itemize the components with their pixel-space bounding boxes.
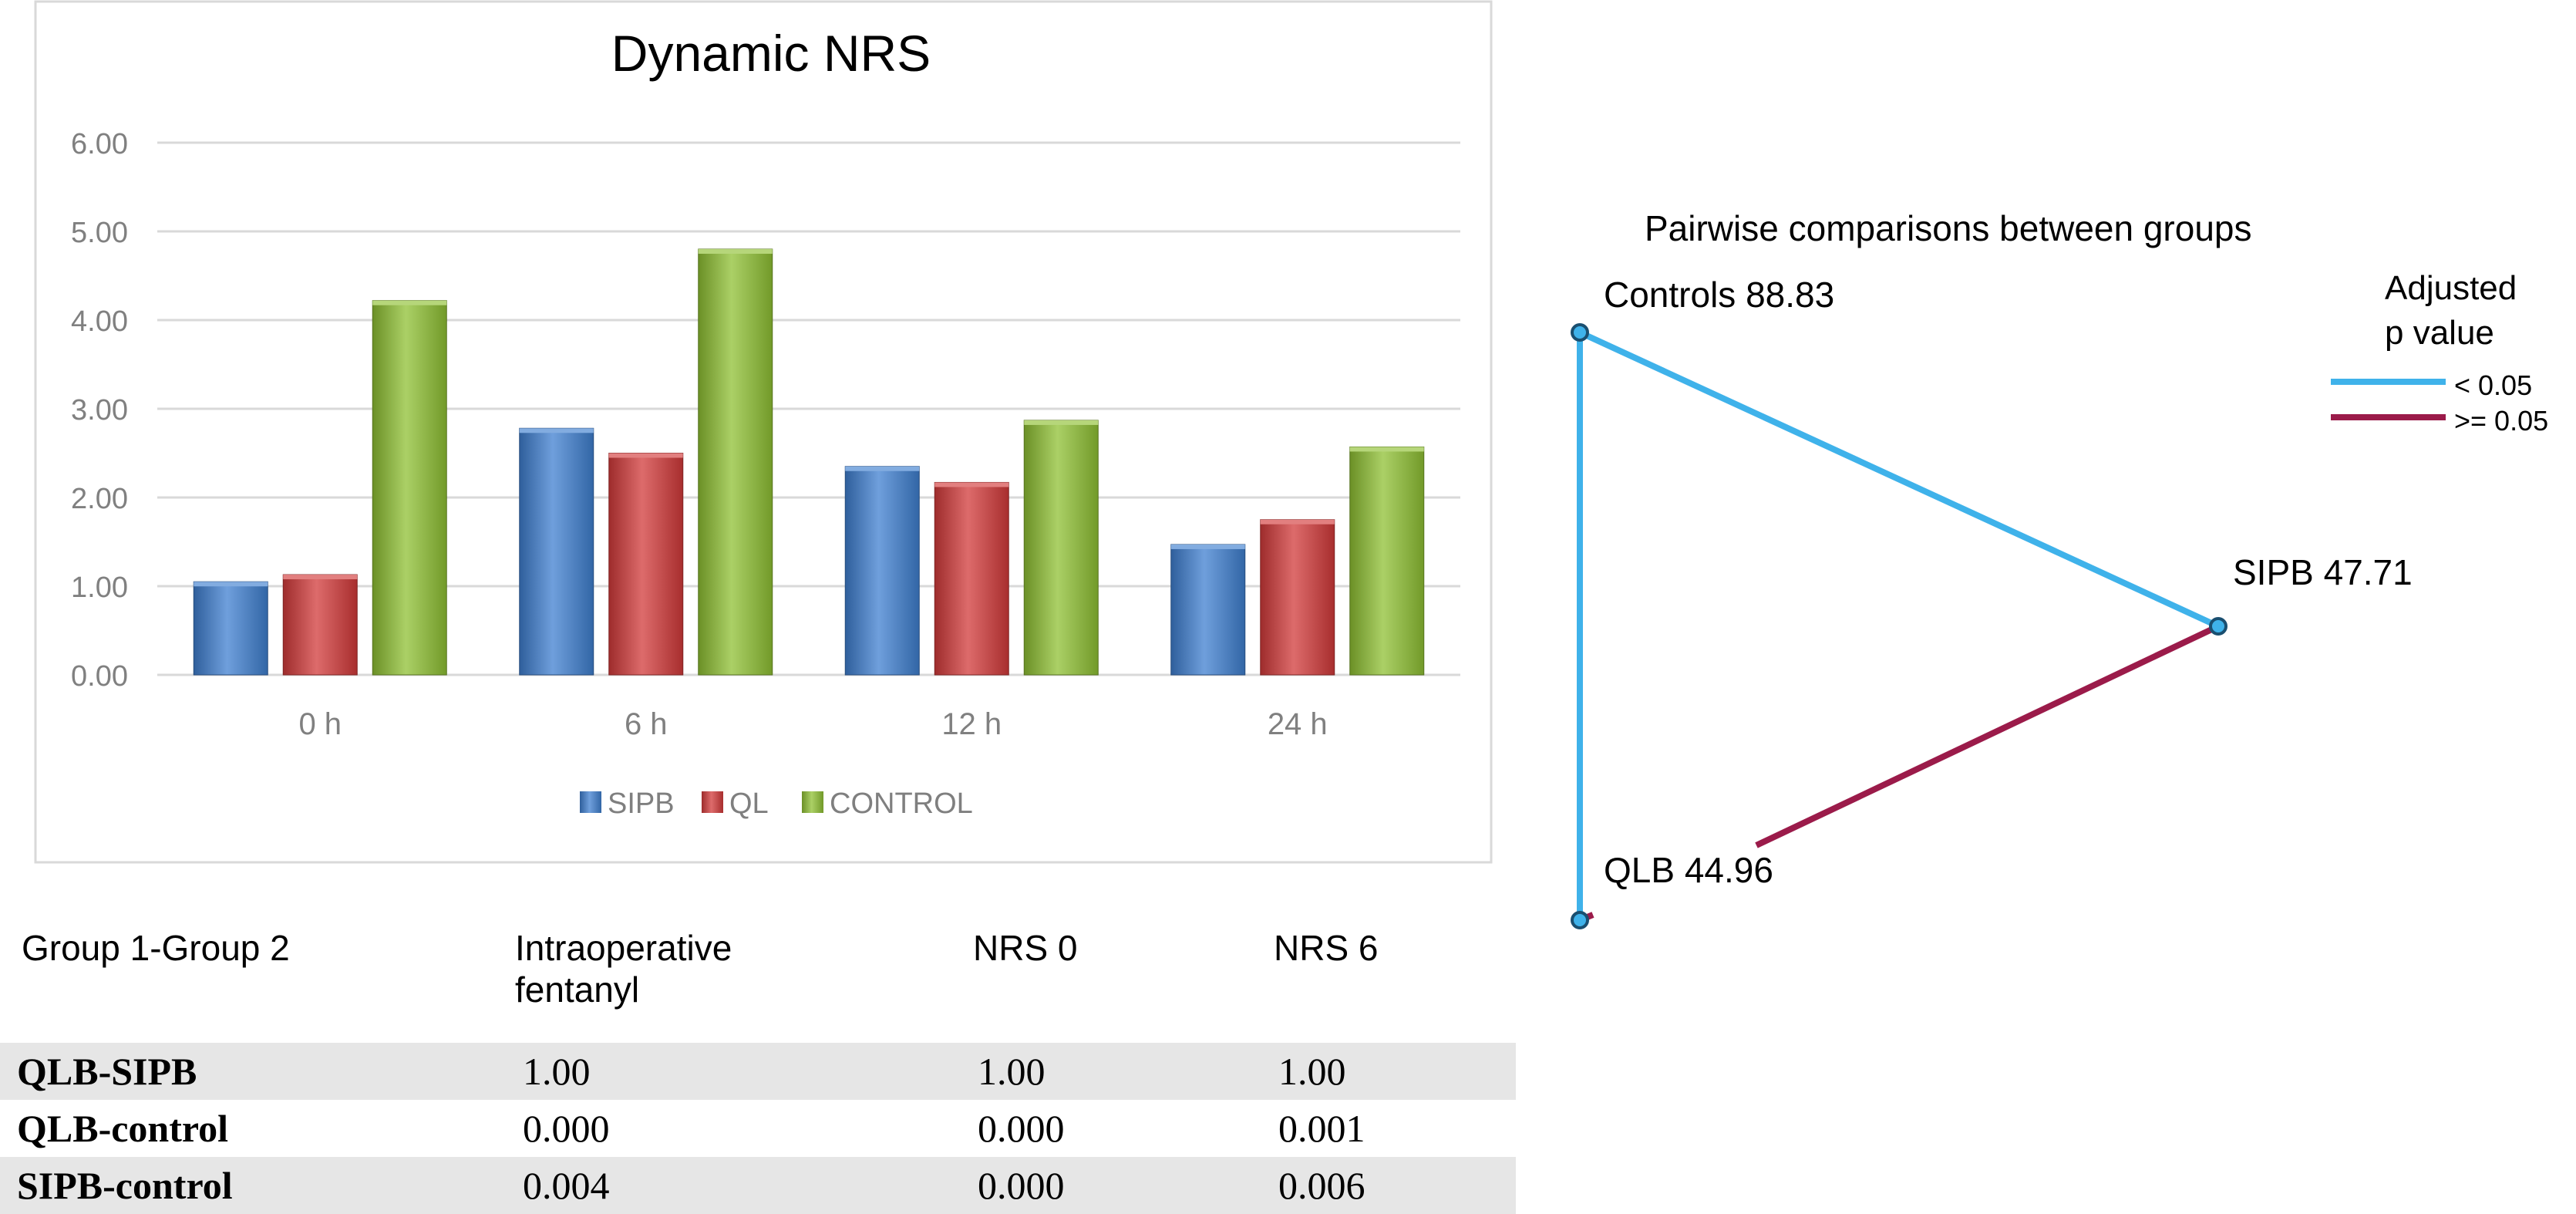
cell-nrs6: 1.00 xyxy=(1274,1043,1516,1100)
bar-top-highlight xyxy=(1170,544,1245,549)
y-tick-label: 3.00 xyxy=(71,394,128,427)
x-tick-label: 24 h xyxy=(1268,707,1328,741)
header-nrs6: NRS 6 xyxy=(1274,928,1379,968)
node-controls xyxy=(1571,323,1589,342)
table-row: QLB-control 0.000 0.000 0.001 xyxy=(0,1100,1516,1157)
legend-swatch-sipb xyxy=(580,791,601,813)
bar-top-highlight xyxy=(1260,519,1335,524)
y-tick-label: 0.00 xyxy=(71,660,128,693)
y-tick-label: 6.00 xyxy=(71,128,128,160)
bar-top-highlight xyxy=(283,575,358,580)
bar-ql-0h xyxy=(282,574,358,676)
bars xyxy=(193,248,1425,676)
bar-sipb-6h xyxy=(519,427,594,676)
header-fentanyl-line1: Intraoperative xyxy=(515,928,732,968)
header-fentanyl-line2: fentanyl xyxy=(515,970,640,1010)
x-tick-label: 6 h xyxy=(625,707,668,741)
table-row: QLB-SIPB 1.00 1.00 1.00 xyxy=(0,1043,1516,1100)
edge-controls-sipb xyxy=(1578,329,2220,629)
legend-swatch-control xyxy=(802,791,823,813)
bar-top-highlight xyxy=(845,466,920,471)
bar-control-12h xyxy=(1023,420,1099,676)
chart-title: Dynamic NRS xyxy=(611,25,931,82)
bar-top-highlight xyxy=(372,300,447,305)
row-label: QLB-control xyxy=(0,1100,515,1157)
legend-swatch-ql xyxy=(702,791,723,813)
node-label-sipb: SIPB 47.71 xyxy=(2233,552,2413,592)
cell-nrs0: 0.000 xyxy=(962,1157,1274,1214)
x-tick-label: 0 h xyxy=(298,707,342,741)
node-label-qlb: QLB 44.96 xyxy=(1604,850,1773,890)
table-row: SIPB-control 0.004 0.000 0.006 xyxy=(0,1157,1516,1214)
bar-sipb-24h xyxy=(1170,544,1246,676)
y-axis-ticks: 0.00 1.00 2.00 3.00 4.00 5.00 6.00 xyxy=(71,128,128,693)
diagram-title: Pairwise comparisons between groups xyxy=(1645,208,2252,248)
y-tick-label: 2.00 xyxy=(71,483,128,515)
header-group: Group 1-Group 2 xyxy=(22,928,290,968)
bar-chart: Dynamic NRS 0.00 1.00 2.00 3.00 4.00 5.00 6.00… xyxy=(34,0,1493,864)
cell-nrs0: 0.000 xyxy=(962,1100,1274,1157)
bar-top-highlight xyxy=(519,428,594,433)
bar-top-highlight xyxy=(698,249,773,254)
table-header-row: Group 1-Group 2 Intraoperative fentanyl N… xyxy=(0,918,1516,1043)
bar-control-0h xyxy=(372,300,447,676)
node-label-controls: Controls 88.83 xyxy=(1604,275,1834,315)
comparison-table: Group 1-Group 2 Intraoperative fentanyl N… xyxy=(0,918,1516,1214)
header-nrs0: NRS 0 xyxy=(973,928,1078,968)
x-axis-ticks: 0 h 6 h 12 h 24 h xyxy=(298,707,1327,741)
chart-legend: SIPB QL CONTROL xyxy=(580,787,973,820)
legend-label-significant: < 0.05 xyxy=(2454,369,2532,401)
header-fentanyl: Intraoperative fentanyl xyxy=(515,918,962,1043)
cell-fentanyl: 0.000 xyxy=(515,1100,962,1157)
node-sipb xyxy=(2209,617,2227,636)
bar-top-highlight xyxy=(1349,447,1424,452)
legend-label-control: CONTROL xyxy=(830,787,973,820)
bar-sipb-0h xyxy=(193,581,268,676)
bar-control-6h xyxy=(698,248,773,676)
bar-ql-24h xyxy=(1260,519,1335,676)
legend-label-nonsignificant: >= 0.05 xyxy=(2454,405,2548,437)
y-tick-label: 5.00 xyxy=(71,217,128,249)
cell-fentanyl: 1.00 xyxy=(515,1043,962,1100)
bar-top-highlight xyxy=(1024,420,1099,425)
bar-top-highlight xyxy=(934,482,1009,487)
cell-nrs0: 1.00 xyxy=(962,1043,1274,1100)
bar-ql-12h xyxy=(934,481,1009,676)
bar-control-24h xyxy=(1349,446,1425,676)
row-label: QLB-SIPB xyxy=(0,1043,515,1100)
edge-sipb-qlb xyxy=(1755,623,2220,848)
legend-title-line2: p value xyxy=(2385,314,2494,352)
legend-label-ql: QL xyxy=(729,787,769,820)
y-tick-label: 4.00 xyxy=(71,305,128,338)
row-label: SIPB-control xyxy=(0,1157,515,1214)
y-tick-label: 1.00 xyxy=(71,572,128,604)
bar-sipb-12h xyxy=(844,466,920,676)
bar-top-highlight xyxy=(608,453,683,458)
edge-sipb-qlb-end xyxy=(1578,912,1594,923)
legend-label-sipb: SIPB xyxy=(608,787,675,820)
cell-nrs6: 0.006 xyxy=(1274,1157,1516,1214)
cell-nrs6: 0.001 xyxy=(1274,1100,1516,1157)
bar-top-highlight xyxy=(194,582,268,587)
bar-ql-6h xyxy=(608,453,684,676)
legend-title-line1: Adjusted xyxy=(2385,269,2517,307)
node-qlb xyxy=(1571,911,1589,929)
x-tick-label: 12 h xyxy=(941,707,1002,741)
cell-fentanyl: 0.004 xyxy=(515,1157,962,1214)
